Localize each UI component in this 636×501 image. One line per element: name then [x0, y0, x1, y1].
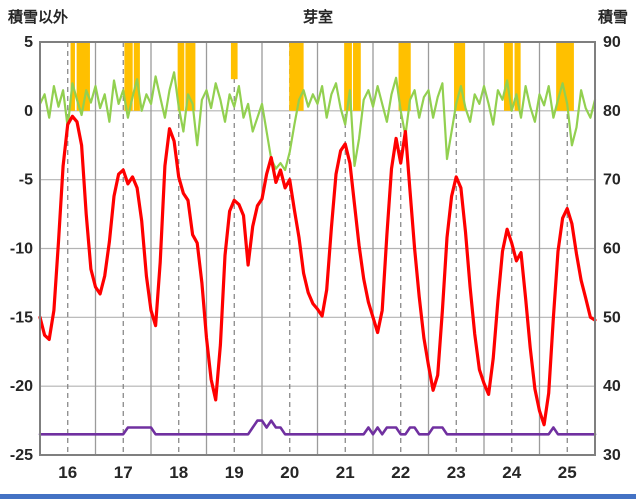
sunshine-bar [230, 42, 238, 80]
right-tick-label: 90 [603, 34, 621, 51]
left-tick-label: -20 [10, 378, 33, 395]
red-line [38, 114, 597, 427]
x-tick-label: 22 [391, 463, 410, 482]
right-tick-label: 30 [603, 447, 621, 464]
sunshine-bar [344, 42, 352, 111]
horizontal-scrollbar[interactable] [0, 494, 636, 499]
right-axis-title: 積雪 [597, 9, 628, 26]
purple-line [38, 419, 597, 436]
left-axis-title: 積雪以外 [8, 9, 69, 26]
x-tick-label: 18 [169, 463, 188, 482]
right-tick-label: 70 [603, 172, 621, 189]
x-tick-label: 21 [336, 463, 355, 482]
sunshine-bar [353, 42, 361, 111]
left-tick-label: 0 [24, 103, 33, 120]
right-tick-label: 80 [603, 103, 621, 120]
left-tick-label: -5 [19, 172, 33, 189]
x-tick-label: 24 [502, 463, 521, 482]
sunshine-bar [177, 42, 185, 111]
plot-border [39, 41, 596, 456]
x-tick-label: 23 [447, 463, 466, 482]
sunshine-bar [454, 42, 466, 111]
sunshine-bar [398, 42, 411, 111]
left-tick-label: -15 [10, 309, 33, 326]
left-tick-label: -10 [10, 241, 33, 258]
sunshine-bar [185, 42, 196, 111]
right-tick-label: 60 [603, 241, 621, 258]
sunshine-bar [70, 42, 75, 111]
x-tick-label: 25 [558, 463, 577, 482]
sunshine-bar [133, 42, 140, 111]
chart-title: 芽室 [302, 9, 333, 26]
right-tick-label: 50 [603, 309, 621, 326]
sunshine-bar [503, 42, 513, 111]
x-tick-label: 16 [58, 463, 77, 482]
left-tick-label: -25 [10, 447, 33, 464]
x-tick-label: 19 [225, 463, 244, 482]
x-tick-label: 17 [114, 463, 133, 482]
right-tick-label: 40 [603, 378, 621, 395]
left-tick-label: 5 [24, 34, 33, 51]
sunshine-bar [124, 42, 133, 111]
sunshine-bar [289, 42, 304, 111]
sunshine-bar [514, 42, 521, 111]
green-line [38, 71, 597, 172]
x-tick-label: 20 [280, 463, 299, 482]
